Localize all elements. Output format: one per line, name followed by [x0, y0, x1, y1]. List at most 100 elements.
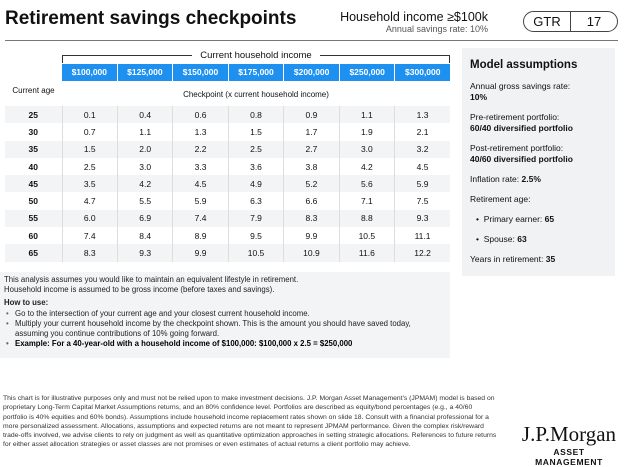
- checkpoint-cell: 2.2: [172, 140, 229, 158]
- pre-retirement-assumption: Pre-retirement portfolio: 60/40 diversifi…: [470, 112, 573, 133]
- checkpoint-cell: 11.6: [338, 244, 395, 262]
- checkpoint-cell: 4.5: [394, 157, 450, 176]
- income-bracket: Current household income: [62, 50, 450, 63]
- checkpoint-cell: 3.8: [283, 157, 340, 176]
- checkpoint-cell: 7.4: [61, 227, 118, 245]
- checkpoint-cell: 1.5: [61, 140, 118, 158]
- table-row: 60 7.4 8.4 8.9 9.5 9.9 10.5 11.1: [5, 227, 450, 245]
- checkpoint-cell: 8.9: [172, 227, 229, 245]
- checkpoint-cell: 1.9: [338, 123, 395, 141]
- income-column-headers: $100,000 $125,000 $150,000 $175,000 $200…: [62, 64, 451, 81]
- table-row: 50 4.7 5.5 5.9 6.3 6.6 7.1 7.5: [5, 192, 450, 210]
- notes-box: This analysis assumes you would like to …: [0, 272, 450, 358]
- checkpoint-cell: 3.6: [227, 157, 284, 176]
- retirement-age-assumption: Retirement age:: [470, 194, 531, 204]
- spouse-item: • Spouse: 63: [476, 234, 527, 244]
- checkpoint-cell: 5.6: [338, 175, 395, 193]
- checkpoint-cell: 4.2: [338, 157, 395, 176]
- column-header: $100,000: [62, 64, 117, 81]
- checkpoint-cell: 0.8: [227, 106, 284, 124]
- panel-title: Model assumptions: [470, 59, 578, 71]
- disclaimer: This chart is for illustrative purposes …: [3, 395, 497, 449]
- checkpoint-cell: 5.5: [116, 192, 173, 210]
- post-retirement-assumption: Post-retirement portfolio: 40/60 diversif…: [470, 143, 573, 164]
- column-header: $150,000: [173, 64, 228, 81]
- checkpoint-cell: 3.0: [338, 140, 395, 158]
- checkpoint-cell: 1.3: [394, 106, 450, 124]
- checkpoint-table: 25 0.1 0.4 0.6 0.8 0.9 1.1 1.3 30 0.7 1.1 1.3 1.5 1.7…: [5, 106, 450, 262]
- table-row: 55 6.0 6.9 7.4 7.9 8.3 8.8 9.3: [5, 209, 450, 228]
- checkpoint-cell: 9.9: [172, 244, 229, 262]
- age-cell: 40: [28, 161, 38, 172]
- column-header: $300,000: [395, 64, 451, 81]
- table-row: 25 0.1 0.4 0.6 0.8 0.9 1.1 1.3: [5, 106, 450, 124]
- model-assumptions-panel: Model assumptions Annual gross savings r…: [462, 48, 615, 276]
- age-cell: 55: [28, 213, 38, 224]
- checkpoint-cell: 5.2: [283, 175, 340, 193]
- checkpoint-cell: 8.4: [116, 227, 173, 245]
- age-cell: 50: [28, 196, 38, 207]
- title-divider: [5, 40, 618, 41]
- checkpoint-cell: 9.9: [283, 227, 340, 245]
- checkpoint-cell: 7.9: [227, 209, 284, 228]
- primary-earner-item: • Primary earner: 65: [476, 214, 555, 224]
- checkpoint-cell: 2.1: [394, 123, 450, 141]
- column-header: $250,000: [339, 64, 395, 81]
- checkpoint-cell: 4.5: [172, 175, 229, 193]
- jpmorgan-logo: J.P.Morgan ASSET MANAGEMENT: [521, 422, 617, 467]
- checkpoint-cell: 0.9: [283, 106, 340, 124]
- checkpoint-cell: 0.7: [61, 123, 118, 141]
- table-row: 30 0.7 1.1 1.3 1.5 1.7 1.9 2.1: [5, 123, 450, 141]
- checkpoint-cell: 11.1: [394, 227, 450, 245]
- savings-rate-label: Annual savings rate: 10%: [385, 24, 488, 34]
- page-title: Retirement savings checkpoints: [5, 8, 297, 29]
- page-number: 17: [586, 14, 602, 29]
- years-in-retirement-assumption: Years in retirement: 35: [470, 254, 556, 264]
- checkpoint-cell: 3.0: [116, 157, 173, 176]
- checkpoint-cell: 7.4: [172, 209, 229, 228]
- note-line: This analysis assumes you would like to …: [4, 275, 299, 284]
- checkpoint-header: Checkpoint (x current household income): [183, 90, 329, 99]
- column-header: $175,000: [228, 64, 284, 81]
- age-cell: 60: [28, 230, 38, 241]
- checkpoint-cell: 3.2: [394, 140, 450, 158]
- checkpoint-cell: 1.1: [116, 123, 173, 141]
- income-group-label: Current household income: [192, 50, 320, 61]
- checkpoint-cell: 7.5: [394, 192, 450, 210]
- checkpoint-cell: 12.2: [394, 244, 450, 262]
- age-header: Current age: [12, 86, 55, 95]
- checkpoint-cell: 10.5: [227, 244, 284, 262]
- checkpoint-cell: 6.9: [116, 209, 173, 228]
- checkpoint-cell: 5.9: [172, 192, 229, 210]
- checkpoint-cell: 2.0: [116, 140, 173, 158]
- checkpoint-cell: 9.3: [116, 244, 173, 262]
- checkpoint-cell: 7.1: [338, 192, 395, 210]
- instruction-item: Go to the intersection of your current a…: [4, 309, 446, 319]
- checkpoint-cell: 3.5: [61, 175, 118, 193]
- age-cell: 35: [28, 144, 38, 155]
- table-row: 35 1.5 2.0 2.2 2.5 2.7 3.0 3.2: [5, 140, 450, 158]
- note-line: Household income is assumed to be gross …: [4, 285, 275, 294]
- table-row: 65 8.3 9.3 9.9 10.5 10.9 11.6 12.2: [5, 244, 450, 262]
- age-cell: 65: [28, 248, 38, 259]
- instruction-item: Multiply your current household income b…: [4, 319, 446, 339]
- checkpoint-cell: 1.5: [227, 123, 284, 141]
- savings-rate-assumption: Annual gross savings rate: 10%: [470, 81, 571, 102]
- checkpoint-cell: 8.3: [61, 244, 118, 262]
- checkpoint-cell: 4.2: [116, 175, 173, 193]
- checkpoint-cell: 1.3: [172, 123, 229, 141]
- household-income-label: Household income ≥$100k: [340, 10, 488, 24]
- checkpoint-cell: 9.5: [227, 227, 284, 245]
- checkpoint-cell: 10.9: [283, 244, 340, 262]
- inflation-assumption: Inflation rate: 2.5%: [470, 174, 541, 184]
- how-to-use-title: How to use:: [4, 298, 49, 307]
- age-cell: 30: [28, 126, 38, 137]
- checkpoint-cell: 9.3: [394, 209, 450, 228]
- checkpoint-cell: 2.5: [61, 157, 118, 176]
- checkpoint-cell: 10.5: [338, 227, 395, 245]
- checkpoint-cell: 1.7: [283, 123, 340, 141]
- checkpoint-cell: 5.9: [394, 175, 450, 193]
- page-badge: GTR 17: [523, 11, 618, 32]
- checkpoint-cell: 0.1: [61, 106, 118, 124]
- example-item: Example: For a 40-year-old with a househ…: [4, 339, 446, 349]
